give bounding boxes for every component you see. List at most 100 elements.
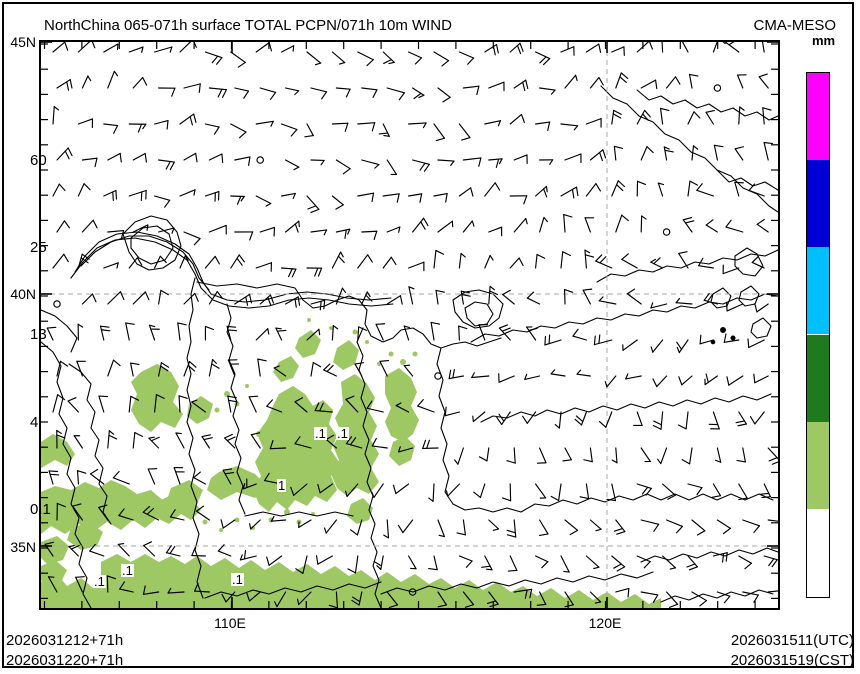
wind-barb-segment (238, 254, 245, 263)
wind-barb-segment (696, 487, 703, 496)
wind-barb-segment (696, 530, 706, 536)
wind-barb-segment (230, 123, 247, 133)
wind-barb-segment (165, 552, 181, 557)
wind-barb-segment (57, 394, 66, 401)
wind-barb-segment (108, 434, 118, 440)
wind-barb-segment (150, 436, 160, 442)
wind-barb-segment (681, 375, 693, 386)
wind-barb-segment (148, 324, 156, 328)
wind-barb-segment (426, 439, 431, 449)
wind-barb-segment (358, 591, 363, 606)
wind-barb-segment (584, 254, 595, 258)
wind-barb-segment (636, 180, 647, 186)
wind-barb-segment (292, 45, 295, 52)
wind-barb-segment (735, 420, 746, 424)
wind-barb-segment (366, 59, 374, 67)
wind-barb-segment (738, 106, 741, 125)
wind-barb-segment (306, 51, 322, 64)
precip-shading-layer (41, 318, 778, 608)
wind-barb-segment (753, 373, 756, 384)
wind-barb-segment (89, 550, 105, 557)
wind-barb-segment (183, 292, 196, 305)
wind-barb-segment (738, 411, 747, 425)
wind-barb-segment (243, 90, 250, 99)
precipitation-colorbar[interactable] (806, 72, 830, 598)
wind-barb-segment (685, 411, 689, 430)
wind-barb-segment (386, 226, 401, 233)
wind-barb-segment (539, 447, 547, 464)
wind-barb-segment (509, 113, 523, 125)
wind-barb-segment (94, 157, 98, 168)
wind-barb-segment (646, 146, 654, 154)
wind-barb-segment (495, 43, 499, 54)
wind-barb-segment (382, 256, 392, 269)
wind-barb-segment (528, 327, 538, 331)
wind-barb-segment (314, 267, 319, 277)
wind-barb-segment (662, 555, 677, 569)
wind-barb-segment (621, 253, 629, 260)
wind-barb-segment (204, 51, 223, 59)
wind-barb-segment (661, 42, 664, 53)
wind-barb-segment (562, 459, 572, 462)
wind-barb-segment (89, 543, 96, 552)
wind-barb-segment (146, 224, 149, 231)
wind-barb-segment (408, 286, 414, 305)
wind-barb-segment (604, 381, 608, 388)
wind-barb-segment (347, 568, 357, 574)
wind-barb-segment (255, 120, 274, 125)
wind-barb-segment (699, 334, 702, 345)
wind-barb-segment (501, 497, 512, 502)
wind-barb-segment (613, 145, 617, 161)
map-plot-area[interactable]: .1 .1 1 .1 .1 .1 (39, 40, 780, 610)
wind-barb-segment (183, 152, 197, 161)
wind-barb-segment (285, 296, 299, 305)
wind-barb-segment (572, 335, 587, 341)
wind-barb-segment (583, 459, 593, 463)
wind-barb-segment (643, 561, 651, 569)
wind-barb-segment (612, 113, 622, 119)
wind-barb-segment (98, 504, 108, 509)
wind-barb-segment (437, 591, 448, 606)
map-canvas (41, 42, 778, 608)
wind-barb-segment (273, 365, 280, 369)
wind-barb-segment (344, 229, 347, 239)
colorbar-segment (807, 160, 829, 248)
wind-barb-segment (372, 89, 378, 98)
wind-barb-segment (689, 180, 699, 186)
wind-barb-segment (99, 325, 110, 328)
wind-barb-segment (382, 193, 400, 197)
wind-barb-segment (660, 411, 664, 430)
wind-barb-segment (684, 220, 695, 224)
wind-barb-segment (696, 183, 703, 191)
wind-barb-segment (593, 566, 600, 570)
wind-barb-segment (458, 325, 460, 341)
wind-barb-segment (47, 576, 58, 593)
wind-barb-segment (595, 254, 603, 262)
wind-barb-segment (417, 405, 435, 413)
wind-barb-segment (128, 257, 138, 269)
wind-barb-segment (117, 542, 125, 546)
wind-barb-segment (430, 321, 435, 341)
wind-barb-segment (716, 591, 731, 597)
wind-barb-segment (154, 394, 158, 413)
wind-barb-segment (749, 416, 756, 425)
wind-barb-segment (106, 575, 117, 580)
wind-barb-segment (560, 46, 575, 53)
wind-barb-segment (419, 162, 426, 171)
wind-barb-segment (715, 459, 722, 463)
wind-barb-segment (386, 295, 402, 305)
wind-barb-segment (75, 576, 85, 578)
wind-barb-segment (236, 257, 243, 266)
wind-barb-segment (506, 529, 516, 534)
wind-barb-segment (125, 322, 130, 341)
wind-barb-segment (703, 299, 718, 305)
wind-barb-segment (513, 79, 527, 89)
wind-barb-segment (437, 159, 455, 162)
wind-barb-segment (412, 159, 430, 165)
wind-barb-segment (222, 468, 233, 471)
wind-barb-segment (386, 159, 398, 176)
wind-barb-segment (644, 109, 651, 118)
wind-barb-segment (125, 322, 135, 325)
wind-barb-segment (52, 106, 55, 125)
